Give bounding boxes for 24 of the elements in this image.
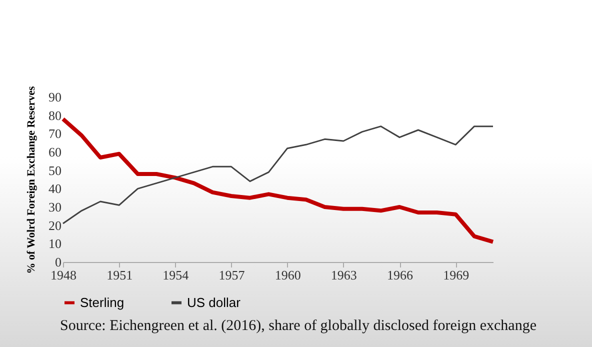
legend-label: US dollar — [187, 294, 242, 310]
y-tick-label: 50 — [48, 162, 62, 178]
y-axis-title: % of Wolrd Foreign Exchange Reserves — [26, 86, 38, 274]
x-tick-label: 1969 — [443, 268, 470, 282]
y-tick-label: 20 — [48, 218, 62, 233]
y-tick-label: 40 — [48, 181, 62, 196]
y-tick-label: 80 — [48, 108, 62, 123]
line-series — [62, 126, 494, 224]
y-tick-label: 70 — [48, 126, 62, 142]
legend-label: Sterling — [80, 294, 124, 310]
y-tick-label: 60 — [48, 144, 62, 160]
line-series — [61, 117, 495, 244]
source-note: Source: Eichengreen et al. (2016), share of globally disclosed foreign exchange — [60, 318, 536, 335]
x-tick-label: 1954 — [162, 268, 190, 282]
x-tick-label: 1948 — [50, 268, 76, 282]
y-tick-label: 0 — [55, 254, 62, 270]
x-tick-label: 1960 — [274, 268, 301, 282]
x-tick-label: 1951 — [106, 268, 133, 282]
y-tick-label: 90 — [48, 90, 62, 104]
x-tick-label: 1957 — [218, 268, 246, 282]
x-tick-label: 1963 — [330, 268, 357, 282]
x-tick-label: 1966 — [387, 268, 414, 282]
y-tick-label: 10 — [48, 236, 62, 252]
y-tick-label: 30 — [48, 200, 62, 214]
